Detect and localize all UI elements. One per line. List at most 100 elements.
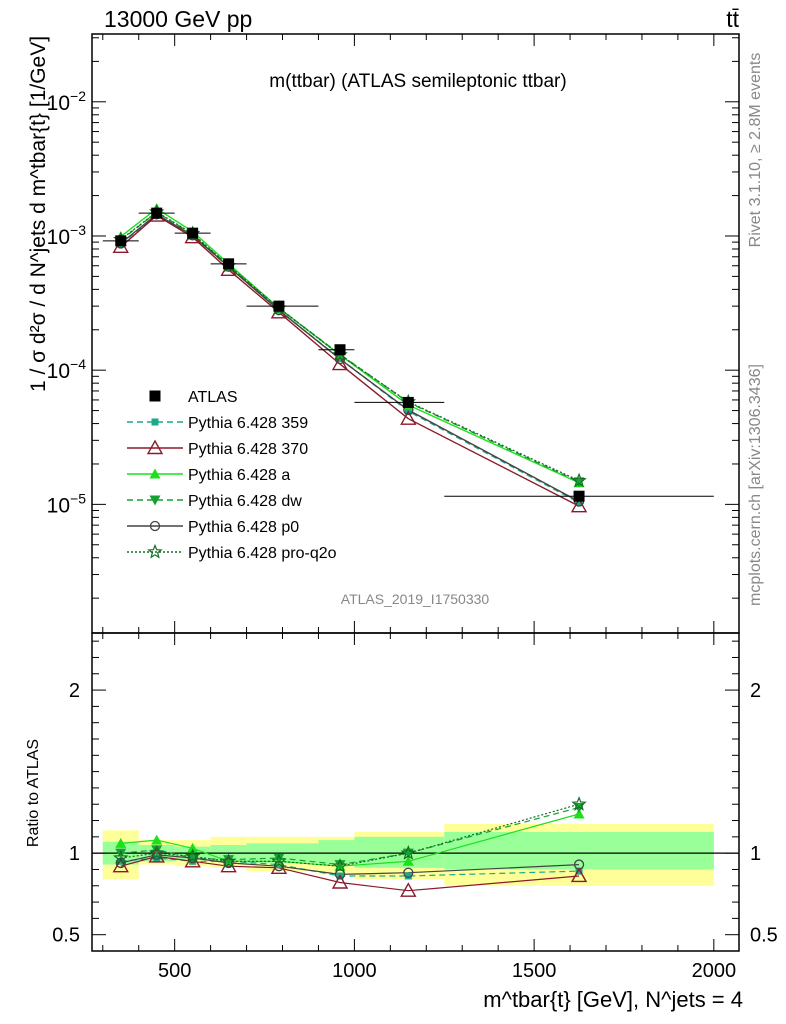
series-line-ratio-5 <box>120 803 580 867</box>
atlas-point-1 <box>151 207 163 219</box>
analysis-id: ATLAS_2019_I1750330 <box>341 591 490 607</box>
ratio-tick-label-left-0: 0.5 <box>52 925 80 947</box>
series-line-main-2 <box>120 207 580 484</box>
point-ratio-s5-2 <box>184 848 201 864</box>
plot-frames <box>91 33 740 952</box>
point-main-s1-6 <box>400 410 417 425</box>
point-ratio-s2-2 <box>187 842 199 853</box>
point-ratio-s2-0 <box>115 837 127 848</box>
rivet-label: Rivet 3.1.10, ≥ 2.8M events <box>747 53 764 248</box>
point-ratio-s5-5 <box>332 858 348 873</box>
series-markers <box>102 203 714 897</box>
ratio-tick-label-left-1: 1 <box>69 843 80 865</box>
point-ratio-s0-1 <box>153 854 161 862</box>
mcplots-label: mcplots.cern.ch [arXiv:1306.3436] <box>747 364 764 606</box>
legend-marker-5 <box>147 543 163 559</box>
point-ratio-s3-5 <box>334 860 346 871</box>
point-ratio-s5-4 <box>271 853 287 868</box>
point-ratio-s4-1 <box>151 849 162 860</box>
point-ratio-s0-7 <box>575 867 583 875</box>
tick-labels: 500 1000 1500 2000 10−5 10−4 10−3 10−2 0.5 0.5 1 1 2… <box>47 88 778 982</box>
atlas-point-2 <box>187 227 199 239</box>
legend-marker-4 <box>149 520 161 532</box>
x-tick-label-0: 500 <box>158 960 191 982</box>
legend-marker-atlas <box>149 390 161 402</box>
legend-marker-3 <box>149 495 161 506</box>
point-ratio-s4-0 <box>115 857 126 869</box>
legend-label-5: Pythia 6.428 pro-q2o <box>188 545 337 562</box>
point-ratio-s4-2 <box>187 852 198 864</box>
point-ratio-s1-5 <box>331 874 349 889</box>
legend-label-3: Pythia 6.428 dw <box>188 493 302 510</box>
legend-label-atlas: ATLAS <box>188 389 238 406</box>
point-main-s5-7 <box>571 472 587 488</box>
main-plot-frame <box>91 33 740 634</box>
ratio-y-axis-label: Ratio to ATLAS <box>25 739 42 847</box>
legend-marker-0 <box>151 418 159 426</box>
point-ratio-s4-5 <box>334 869 346 880</box>
series-line-main-4 <box>120 213 580 503</box>
point-ratio-s2-6 <box>402 855 414 866</box>
point-ratio-s0-6 <box>404 872 412 880</box>
point-main-s1-5 <box>331 355 349 371</box>
point-ratio-s4-3 <box>223 857 234 869</box>
point-main-s1-7 <box>570 497 588 513</box>
header-right: tt̄ <box>726 6 739 32</box>
series-line-ratio-0 <box>120 857 580 877</box>
atlas-point-4 <box>273 300 285 312</box>
band-inner-6 <box>354 836 445 868</box>
point-ratio-s3-4 <box>273 853 285 864</box>
atlas-point-6 <box>402 396 414 408</box>
point-ratio-s5-3 <box>220 853 237 868</box>
point-ratio-s4-7 <box>573 859 585 870</box>
header-left: 13000 GeV pp <box>104 6 252 32</box>
point-main-s0-7 <box>575 499 583 507</box>
ratio-plot-frame <box>91 632 740 952</box>
point-ratio-s1-4 <box>270 859 288 875</box>
point-ratio-s1-6 <box>400 882 417 897</box>
ratio-tick-label-right-0: 0.5 <box>750 925 778 947</box>
x-tick-label-2: 1500 <box>512 960 557 982</box>
atlas-point-0 <box>115 235 127 247</box>
legend-label-4: Pythia 6.428 p0 <box>188 519 299 536</box>
y-tick-label-2: 10−3 <box>47 222 87 249</box>
series-line-main-0 <box>120 214 580 504</box>
series-line-ratio-4 <box>120 854 580 876</box>
x-axis-label: m^tbar{t} [GeV], N^jets = 4 <box>483 987 743 1012</box>
point-main-s3-7 <box>573 477 585 488</box>
legend-label-0: Pythia 6.428 359 <box>188 415 308 432</box>
series-line-ratio-1 <box>120 855 580 892</box>
y-axis-label: 1 / σ d²σ / d N^jets d m^tbar{t} [1/GeV] <box>27 36 50 392</box>
point-ratio-s5-6 <box>400 844 417 860</box>
y-tick-label-0: 10−5 <box>47 490 87 517</box>
point-ratio-s5-1 <box>148 844 165 860</box>
point-ratio-s4-6 <box>403 867 414 878</box>
series-line-main-5 <box>120 211 580 482</box>
band-inner-7 <box>444 831 714 870</box>
y-tick-label-3: 10−2 <box>47 88 87 115</box>
x-tick-label-3: 2000 <box>692 960 737 982</box>
point-ratio-s3-3 <box>223 855 235 866</box>
point-ratio-s4-4 <box>273 861 285 872</box>
chart-title: m(ttbar) (ATLAS semileptonic ttbar) <box>269 71 566 92</box>
point-ratio-s1-7 <box>570 867 588 883</box>
atlas-point-3 <box>223 258 235 270</box>
point-ratio-s2-1 <box>151 834 163 845</box>
ratio-tick-label-right-1: 1 <box>750 843 761 865</box>
point-ratio-s2-7 <box>573 808 585 819</box>
legend-marker-2 <box>149 468 161 479</box>
legend-label-2: Pythia 6.428 a <box>188 467 290 484</box>
ratio-tick-label-right-2: 2 <box>750 680 761 702</box>
point-ratio-s5-7 <box>571 796 587 811</box>
point-ratio-s5-0 <box>112 849 129 865</box>
point-ratio-s3-0 <box>115 848 127 859</box>
series-line-main-1 <box>120 214 580 507</box>
x-tick-label-1: 1000 <box>332 960 377 982</box>
atlas-point-5 <box>334 344 346 356</box>
atlas-point-7 <box>573 490 585 502</box>
y-tick-label-1: 10−4 <box>47 356 87 383</box>
legend-marker-1 <box>146 439 164 455</box>
legend: ATLAS Pythia 6.428 359 Pythia 6.428 370 Pyt… <box>127 389 337 562</box>
ratio-tick-label-left-2: 2 <box>69 680 80 702</box>
